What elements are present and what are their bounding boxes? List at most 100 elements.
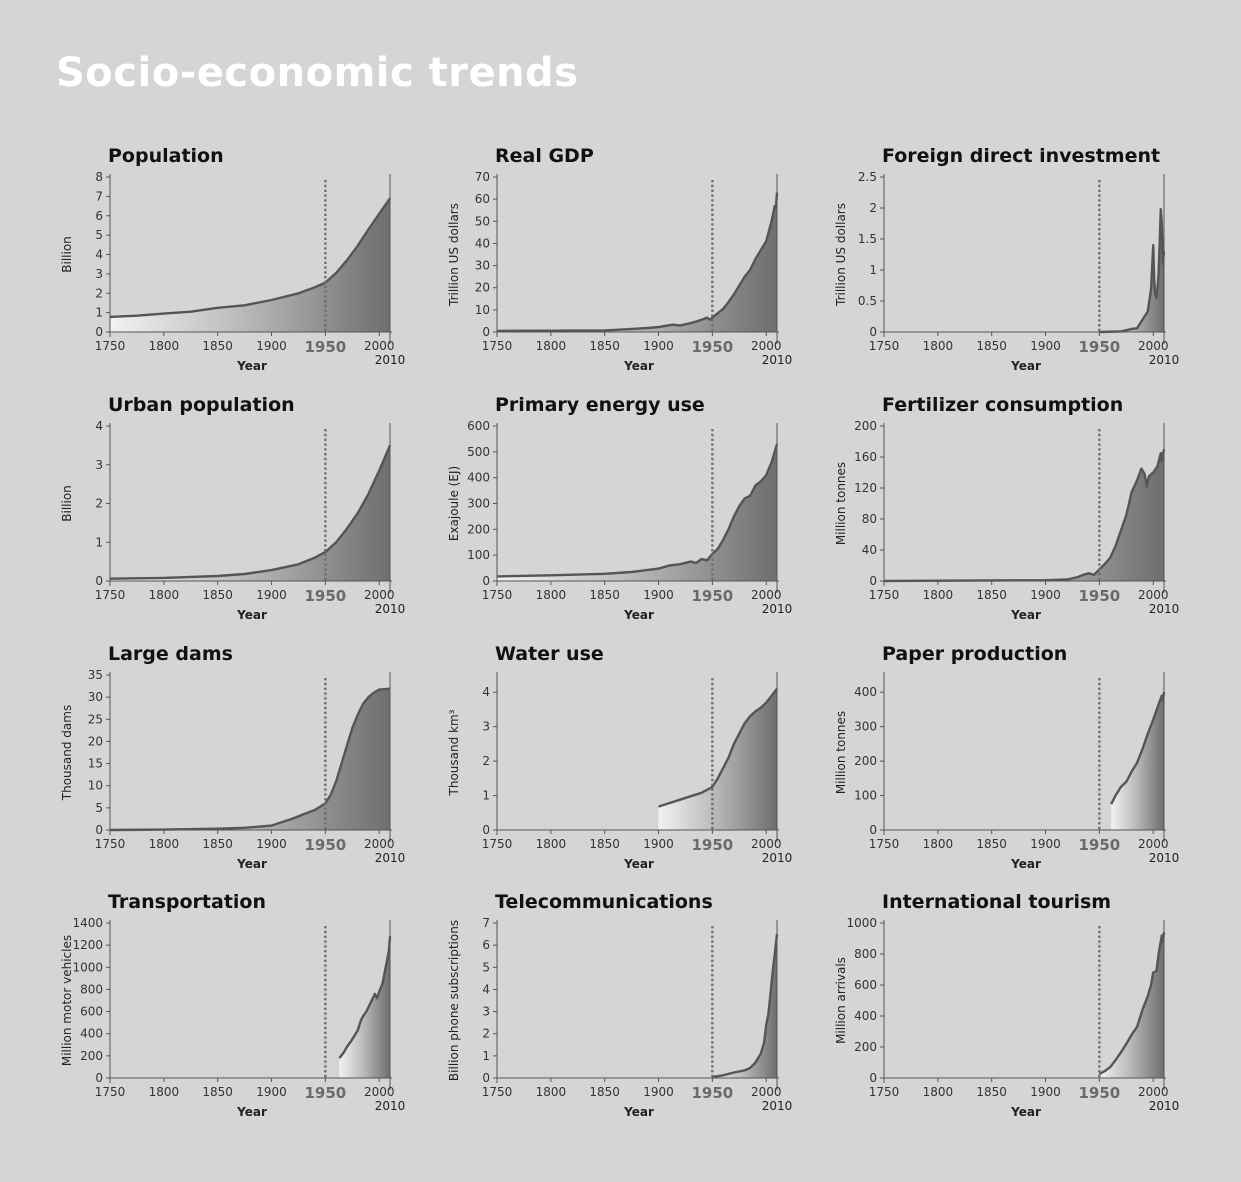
x-tick-label: 1800 xyxy=(923,339,954,353)
x-tick-label-marker: 1950 xyxy=(1079,587,1121,605)
y-axis-label: Thousand dams xyxy=(60,705,74,801)
x-end-label: 2010 xyxy=(762,1099,793,1113)
series-line xyxy=(883,449,1166,583)
y-tick-label: 10 xyxy=(88,779,103,793)
y-tick-label: 3 xyxy=(95,458,103,472)
x-tick-label-marker: 1950 xyxy=(1079,338,1121,356)
y-tick-label: 20 xyxy=(88,734,103,748)
y-tick-label: 1400 xyxy=(72,916,103,930)
y-tick-label: 0.5 xyxy=(858,294,877,308)
series-line xyxy=(338,936,392,1059)
series-line xyxy=(658,688,778,808)
chart-title: Transportation xyxy=(108,891,266,913)
x-tick-label-marker: 1950 xyxy=(692,338,734,356)
x-tick-label: 1750 xyxy=(482,837,513,851)
x-end-label: 2010 xyxy=(375,602,406,616)
x-tick-label-marker: 1950 xyxy=(692,587,734,605)
series-line xyxy=(496,192,779,333)
y-tick-label: 35 xyxy=(88,668,103,682)
chart-water-use: Water use 0 1 2 3 4 1750 1800 1850 1900 1950 200020… xyxy=(447,643,792,871)
x-tick-label: 1900 xyxy=(256,1085,287,1099)
y-tick-label: 800 xyxy=(80,982,103,996)
y-tick-label: 400 xyxy=(467,471,490,485)
y-axis-label: Billion xyxy=(60,236,74,273)
area-fill xyxy=(712,934,777,1078)
y-tick-label: 1000 xyxy=(846,916,877,930)
x-tick-label-marker: 1950 xyxy=(1079,836,1121,854)
y-tick-label: 4 xyxy=(95,419,103,433)
x-tick-label: 1900 xyxy=(1030,1085,1061,1099)
y-tick-label: 0 xyxy=(869,823,877,837)
area-fill xyxy=(110,445,390,581)
y-tick-label: 400 xyxy=(854,1009,877,1023)
y-tick-label: 600 xyxy=(80,1005,103,1019)
x-tick-label: 1750 xyxy=(95,339,126,353)
area-fill xyxy=(110,198,390,332)
x-tick-label: 1850 xyxy=(589,837,620,851)
x-tick-label-marker: 1950 xyxy=(305,836,347,854)
x-tick-label: 2000 xyxy=(364,339,395,353)
x-tick-label: 2000 xyxy=(1138,588,1169,602)
y-tick-label: 5 xyxy=(482,960,490,974)
x-axis-label: Year xyxy=(623,1105,654,1119)
x-axis-label: Year xyxy=(1010,857,1041,871)
area-fill xyxy=(497,192,777,332)
y-tick-label: 1 xyxy=(869,263,877,277)
x-tick-label: 1750 xyxy=(482,588,513,602)
y-axis-label: Million arrivals xyxy=(834,957,848,1044)
x-tick-label: 1800 xyxy=(923,1085,954,1099)
chart-primary-energy-use: Primary energy use 0 100 200 300 400 500 600 175… xyxy=(447,394,792,622)
y-tick-label: 4 xyxy=(482,982,490,996)
chart-title: Real GDP xyxy=(495,145,594,167)
chart-fertilizer-consumption: Fertilizer consumption 0 40 80 120 160 200 1750… xyxy=(834,394,1179,622)
x-axis-label: Year xyxy=(1010,359,1041,373)
y-tick-label: 4 xyxy=(482,685,490,699)
y-tick-label: 800 xyxy=(854,947,877,961)
y-tick-label: 2 xyxy=(95,286,103,300)
y-tick-label: 0 xyxy=(482,574,490,588)
y-tick-label: 100 xyxy=(854,789,877,803)
y-axis-label: Exajoule (EJ) xyxy=(447,466,461,541)
x-tick-label: 2000 xyxy=(751,588,782,602)
x-tick-label: 2000 xyxy=(751,1085,782,1099)
x-tick-label: 1900 xyxy=(1030,588,1061,602)
y-tick-label: 3 xyxy=(95,267,103,281)
y-tick-label: 15 xyxy=(88,757,103,771)
y-tick-label: 200 xyxy=(854,1040,877,1054)
y-tick-label: 2 xyxy=(869,201,877,215)
chart-title: Water use xyxy=(495,643,604,665)
x-tick-label: 1800 xyxy=(536,837,567,851)
x-axis-label: Year xyxy=(236,359,267,373)
y-tick-label: 0 xyxy=(869,325,877,339)
chart-title: Large dams xyxy=(108,643,233,665)
chart-international-tourism: International tourism 0 200 400 600 800 1000 17… xyxy=(834,891,1179,1119)
series-line xyxy=(109,197,391,319)
x-tick-label: 1850 xyxy=(976,1085,1007,1099)
x-tick-label-marker: 1950 xyxy=(305,338,347,356)
y-tick-label: 600 xyxy=(467,419,490,433)
x-tick-label: 1750 xyxy=(482,1085,513,1099)
series-line xyxy=(1098,932,1166,1076)
y-tick-label: 10 xyxy=(475,303,490,317)
x-tick-label: 1850 xyxy=(589,588,620,602)
x-tick-label-marker: 1950 xyxy=(1079,1084,1121,1102)
y-tick-label: 200 xyxy=(854,419,877,433)
y-tick-label: 0 xyxy=(95,1071,103,1085)
y-tick-label: 5 xyxy=(95,801,103,815)
y-axis-label: Million motor vehicles xyxy=(60,935,74,1066)
series-line xyxy=(109,687,391,832)
chart-title: Urban population xyxy=(108,394,295,416)
x-tick-label: 2000 xyxy=(364,1085,395,1099)
x-tick-label: 2000 xyxy=(1138,1085,1169,1099)
y-tick-label: 1200 xyxy=(72,938,103,952)
x-axis-label: Year xyxy=(623,608,654,622)
y-tick-label: 6 xyxy=(482,938,490,952)
y-axis-label: Trillion US dollars xyxy=(447,203,461,307)
x-tick-label: 1900 xyxy=(256,837,287,851)
y-tick-label: 40 xyxy=(475,236,490,250)
x-end-label: 2010 xyxy=(762,851,793,865)
y-tick-label: 1000 xyxy=(72,960,103,974)
y-axis-label: Thousand km³ xyxy=(447,709,461,796)
y-tick-label: 0 xyxy=(869,574,877,588)
